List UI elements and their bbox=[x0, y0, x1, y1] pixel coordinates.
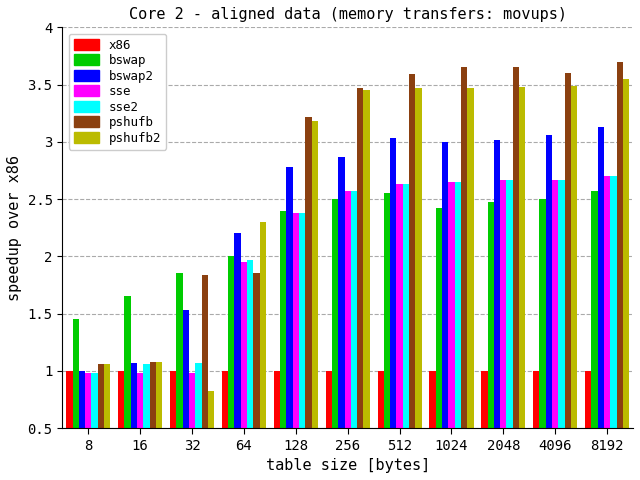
Bar bbox=[390, 138, 396, 480]
Legend: x86, bswap, bswap2, sse, sse2, pshufb, pshufb2: x86, bswap, bswap2, sse, sse2, pshufb, p… bbox=[68, 34, 166, 150]
Bar bbox=[92, 373, 98, 480]
Bar bbox=[591, 191, 598, 480]
Bar bbox=[396, 184, 403, 480]
Bar bbox=[506, 180, 513, 480]
Bar bbox=[85, 373, 92, 480]
Title: Core 2 - aligned data (memory transfers: movups): Core 2 - aligned data (memory transfers:… bbox=[129, 7, 566, 22]
Bar bbox=[454, 182, 461, 480]
Bar bbox=[241, 262, 247, 480]
Bar bbox=[403, 184, 409, 480]
Bar bbox=[222, 371, 228, 480]
Bar bbox=[66, 371, 72, 480]
Bar bbox=[124, 296, 131, 480]
Bar bbox=[533, 371, 540, 480]
Bar bbox=[364, 90, 370, 480]
Bar bbox=[286, 167, 292, 480]
Bar bbox=[585, 371, 591, 480]
Bar bbox=[448, 182, 454, 480]
Bar bbox=[253, 274, 260, 480]
Bar bbox=[137, 373, 143, 480]
Bar bbox=[274, 371, 280, 480]
Bar bbox=[488, 203, 494, 480]
Bar bbox=[195, 363, 202, 480]
X-axis label: table size [bytes]: table size [bytes] bbox=[266, 458, 430, 473]
Bar bbox=[189, 373, 195, 480]
Bar bbox=[442, 142, 448, 480]
Bar bbox=[500, 180, 506, 480]
Bar bbox=[436, 208, 442, 480]
Bar bbox=[344, 191, 351, 480]
Y-axis label: speedup over x86: speedup over x86 bbox=[7, 155, 22, 300]
Bar bbox=[546, 135, 552, 480]
Bar bbox=[208, 391, 214, 480]
Bar bbox=[552, 180, 558, 480]
Bar bbox=[616, 61, 623, 480]
Bar bbox=[409, 74, 415, 480]
Bar bbox=[481, 371, 488, 480]
Bar bbox=[326, 371, 332, 480]
Bar bbox=[494, 140, 500, 480]
Bar bbox=[104, 364, 110, 480]
Bar bbox=[72, 319, 79, 480]
Bar bbox=[131, 363, 137, 480]
Bar bbox=[598, 127, 604, 480]
Bar bbox=[156, 361, 162, 480]
Bar bbox=[182, 310, 189, 480]
Bar bbox=[558, 180, 564, 480]
Bar bbox=[461, 67, 467, 480]
Bar bbox=[339, 156, 344, 480]
Bar bbox=[176, 274, 182, 480]
Bar bbox=[118, 371, 124, 480]
Bar bbox=[564, 73, 571, 480]
Bar bbox=[202, 275, 208, 480]
Bar bbox=[292, 213, 299, 480]
Bar bbox=[247, 260, 253, 480]
Bar bbox=[378, 371, 384, 480]
Bar bbox=[357, 88, 364, 480]
Bar bbox=[260, 222, 266, 480]
Bar bbox=[384, 193, 390, 480]
Bar bbox=[415, 88, 422, 480]
Bar bbox=[429, 371, 436, 480]
Bar bbox=[170, 371, 176, 480]
Bar bbox=[150, 361, 156, 480]
Bar bbox=[234, 233, 241, 480]
Bar bbox=[228, 256, 234, 480]
Bar bbox=[312, 121, 318, 480]
Bar bbox=[513, 67, 519, 480]
Bar bbox=[467, 88, 474, 480]
Bar bbox=[351, 191, 357, 480]
Bar bbox=[571, 86, 577, 480]
Bar bbox=[604, 176, 611, 480]
Bar bbox=[611, 176, 616, 480]
Bar bbox=[143, 364, 150, 480]
Bar bbox=[519, 87, 525, 480]
Bar bbox=[332, 199, 339, 480]
Bar bbox=[79, 371, 85, 480]
Bar bbox=[540, 199, 546, 480]
Bar bbox=[305, 117, 312, 480]
Bar bbox=[98, 364, 104, 480]
Bar bbox=[299, 213, 305, 480]
Bar bbox=[280, 211, 286, 480]
Bar bbox=[623, 79, 629, 480]
